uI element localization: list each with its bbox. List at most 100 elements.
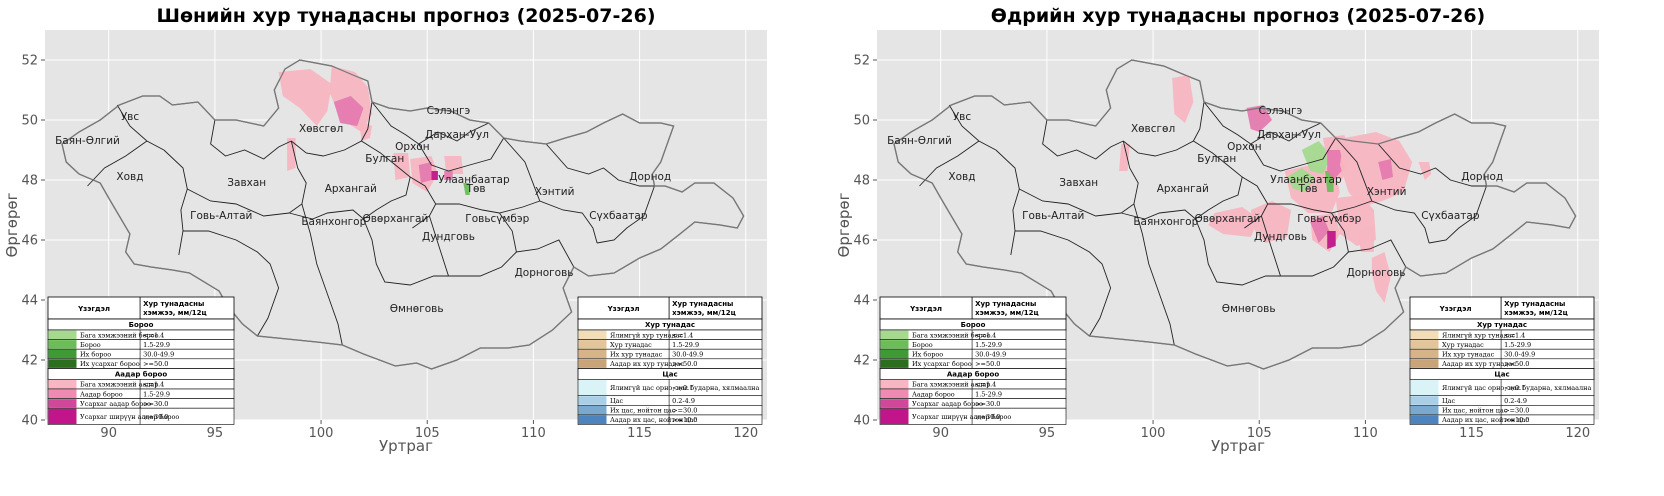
snow-legend-value: <=1.4	[1504, 331, 1525, 339]
province-label: Хэнтий	[1367, 186, 1407, 198]
province-label: Төв	[1298, 183, 1318, 195]
snow-legend-swatch	[1410, 340, 1439, 349]
precipitation-area	[1310, 216, 1330, 243]
y-tick-label: 44	[21, 294, 38, 309]
snow-legend-row: Хур тунадас 1.5-29.9	[1409, 339, 1595, 350]
province-label: Дундговь	[1254, 231, 1307, 243]
province-label: Говь-Алтай	[190, 210, 252, 222]
rain-legend-value: 1.5-29.9	[143, 341, 170, 349]
snow-legend-section: Хур тунадас	[577, 318, 763, 331]
province-border	[948, 104, 997, 151]
province-label: Ховд	[948, 171, 975, 183]
rain-legend-label: Бороо	[912, 341, 933, 349]
snow-legend-section: Хур тунадас	[1409, 318, 1595, 331]
rain-legend-swatch	[48, 389, 77, 399]
rain-legend-swatch	[48, 349, 77, 359]
rain-legend-swatch	[880, 379, 909, 389]
rain-legend-row: Бага хэмжээний бороо<=1.4	[879, 329, 1067, 340]
snow-legend-label: Аадар их цас, нойтон цас	[610, 416, 697, 424]
night-forecast-panel: Шөнийн хур тунадасны прогноз (2025-07-26…	[3, 5, 767, 455]
snow-legend-row: Их цас, нойтон цас>=30.0	[1409, 405, 1595, 416]
province-border	[1123, 101, 1205, 157]
snow-legend-header: Үзэгдэл Хур тунадасны хэмжээ, мм/12ц	[1409, 296, 1595, 320]
province-label: Булган	[365, 153, 404, 165]
rain-legend-label: Бага хэмжээний аадар	[80, 381, 158, 389]
night-forecast-map: Шөнийн хур тунадасны прогноз (2025-07-26…	[3, 5, 767, 455]
rain-legend-label: Усархаг ширүүн аадар бороо	[912, 413, 1011, 421]
province-label: Дорноговь	[1347, 267, 1406, 279]
snow-legend-label: Хур тунадас	[610, 341, 652, 349]
precipitation-area	[1208, 207, 1260, 237]
province-label: Ховд	[116, 171, 143, 183]
snow-legend-swatch	[578, 405, 607, 415]
province-border	[1377, 143, 1487, 187]
snow-legend-value: 0.2-4.9	[1504, 397, 1527, 405]
y-tick-label: 48	[853, 174, 870, 189]
rain-legend-swatch	[48, 408, 77, 425]
snow-legend-value: 0.2-4.9	[672, 397, 695, 405]
snow-legend-label: Цас	[1442, 397, 1456, 405]
rain-legend-section-title: Бороо	[129, 321, 154, 329]
snow-legend-row: Хур тунадас 1.5-29.9	[577, 339, 763, 350]
snow-legend-label: Ялимгүй хур тунадас	[1442, 331, 1515, 339]
province-border	[301, 203, 343, 346]
rain-legend-label: Аадар бороо	[912, 390, 955, 398]
province-label: Дорноговь	[515, 267, 574, 279]
y-tick-label: 46	[853, 234, 870, 249]
rain-legend-row: Усархаг ширүүн аадар бороо>=30.0	[47, 407, 235, 425]
rain-legend-swatch	[880, 340, 909, 349]
precipitation-area	[1327, 150, 1345, 180]
snow-legend-swatch	[578, 330, 607, 340]
rain-legend-col1: Үзэгдэл	[909, 305, 942, 313]
province-border	[1042, 119, 1124, 160]
rain-legend-swatch	[48, 399, 77, 408]
snow-legend-value: >=10.0	[1504, 416, 1529, 424]
snow-legend-label: Аадар их хур тунадас	[1442, 360, 1516, 368]
rain-legend-label: Бороо	[80, 341, 101, 349]
snow-legend-label: Их хур тунадас	[1442, 351, 1495, 359]
precipitation-area	[1418, 162, 1432, 180]
province-label: Завхан	[1059, 177, 1098, 189]
province-border	[418, 137, 505, 172]
precipitation-area	[1119, 144, 1130, 171]
rain-legend-swatch	[880, 349, 909, 359]
snow-legend-swatch	[1410, 415, 1439, 425]
snow-legend-value: >=50.0	[672, 360, 697, 368]
province-label: Төв	[466, 183, 486, 195]
rain-legend-swatch	[48, 379, 77, 389]
province-label: Дундговь	[422, 231, 475, 243]
rain-legend-value: 30.0-49.9	[975, 351, 1006, 359]
snow-legend-label: Хур тунадас	[1442, 341, 1484, 349]
rain-legend-row: Их усархаг бороо >=50.0	[47, 358, 235, 369]
precipitation-area	[1378, 159, 1393, 180]
map-title: Шөнийн хур тунадасны прогноз (2025-07-26…	[156, 5, 655, 27]
snow-legend-section: Цас	[577, 367, 763, 380]
rain-legend-row: Их усархаг бороо >=50.0	[879, 358, 1067, 369]
rain-legend-value: >=50.0	[143, 360, 168, 368]
rain-legend-row: Усархаг ширүүн аадар бороо>=30.0	[879, 407, 1067, 425]
rain-legend-col2: Хур тунадасны хэмжээ, мм/12ц	[143, 300, 207, 317]
snow-legend-value: 1.5-29.9	[1504, 341, 1531, 349]
y-tick-label: 48	[21, 174, 38, 189]
province-label: Орхон	[1227, 141, 1261, 153]
rain-legend-label: Их бороо	[80, 351, 111, 359]
snow-legend-row: Их хур тунадас 30.0-49.9	[577, 348, 763, 360]
y-tick-label: 52	[853, 54, 870, 69]
rain-legend-row: Бороо 1.5-29.9	[47, 339, 235, 350]
province-label: Булган	[1197, 153, 1236, 165]
province-label: Дорнод	[629, 171, 671, 183]
y-tick-label: 52	[21, 54, 38, 69]
precipitation-area	[1286, 168, 1315, 192]
snow-legend-col2: Хур тунадасны хэмжээ, мм/12ц	[672, 300, 736, 317]
rain-legend-value: <=1.4	[975, 381, 996, 389]
province-label: Баянхонгор	[301, 216, 366, 228]
province-border	[291, 101, 373, 157]
precipitation-area	[444, 171, 453, 180]
snow-legend-row: Ялимгүй цас орно, цас бударна, хялмаална…	[577, 379, 763, 397]
y-tick-label: 50	[853, 114, 870, 129]
snow-legend-row: Аадар их цас, нойтон цас>=10.0	[577, 414, 763, 425]
rain-legend-value: <=1.4	[143, 331, 164, 339]
x-tick-label: 115	[1459, 426, 1484, 441]
map-title: Өдрийн хур тунадасны прогноз (2025-07-26…	[991, 5, 1485, 27]
snow-legend-label: Их хур тунадас	[610, 351, 663, 359]
